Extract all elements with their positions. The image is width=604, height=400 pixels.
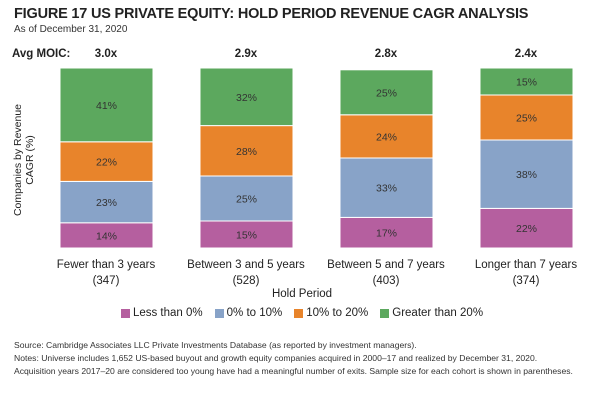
bar-segment bbox=[199, 220, 294, 249]
chart-subtitle: As of December 31, 2020 bbox=[14, 24, 128, 35]
source-note: Source: Cambridge Associates LLC Private… bbox=[14, 340, 417, 350]
bar-segment bbox=[479, 94, 574, 141]
bar-segment bbox=[59, 67, 154, 143]
data-label: 14% bbox=[96, 230, 117, 242]
x-tick-label: Fewer than 3 years (347) bbox=[56, 259, 156, 287]
data-label: 22% bbox=[516, 223, 537, 235]
x-tick-label: Between 5 and 7 years (403) bbox=[327, 259, 445, 287]
bar-segment bbox=[339, 216, 434, 249]
legend-item: Greater than 20% bbox=[380, 307, 483, 319]
data-label: 38% bbox=[516, 169, 537, 181]
legend-item: 0% to 10% bbox=[214, 307, 282, 319]
data-label: 23% bbox=[96, 197, 117, 209]
bar-segment bbox=[199, 67, 294, 127]
moic-value: 2.9x bbox=[234, 48, 258, 60]
legend-swatch bbox=[380, 308, 390, 318]
moic-label: Avg MOIC: bbox=[12, 48, 71, 60]
plot-area: 14% 23% 22% 41% 15% 25% 28% 32% 17% 33% 24% 25% 22% 3… bbox=[59, 67, 574, 249]
notes-text: Notes: Universe includes 1,652 US-based … bbox=[14, 353, 573, 376]
bar-segment bbox=[59, 180, 154, 224]
data-label: 41% bbox=[96, 100, 117, 112]
bar-segment bbox=[199, 175, 294, 222]
data-label: 32% bbox=[236, 92, 257, 104]
data-label: 17% bbox=[376, 228, 397, 240]
data-label: 28% bbox=[236, 146, 257, 158]
data-label: 25% bbox=[516, 113, 537, 125]
x-axis-label: Hold Period bbox=[271, 288, 333, 300]
data-label: 33% bbox=[376, 183, 397, 195]
bar-segment bbox=[339, 69, 434, 116]
legend-swatch bbox=[294, 308, 304, 318]
data-label: 22% bbox=[96, 157, 117, 169]
data-label: 15% bbox=[236, 230, 257, 242]
moic-value: 3.0x bbox=[94, 48, 118, 60]
data-label: 15% bbox=[516, 77, 537, 89]
legend-swatch bbox=[214, 308, 224, 318]
legend-item: 10% to 20% bbox=[294, 307, 368, 319]
data-label: 25% bbox=[376, 87, 397, 99]
legend: Less than 0% 0% to 10% 10% to 20% Greate… bbox=[0, 307, 604, 319]
x-tick-label: Between 3 and 5 years (528) bbox=[187, 259, 305, 287]
chart-title: FIGURE 17 US PRIVATE EQUITY: HOLD PERIOD… bbox=[14, 6, 529, 22]
bar-segment bbox=[479, 207, 574, 249]
legend-item: Less than 0% bbox=[120, 307, 203, 319]
bar-segment bbox=[339, 157, 434, 218]
bar-segment bbox=[479, 67, 574, 96]
bar-segment bbox=[479, 139, 574, 209]
moic-value: 2.4x bbox=[514, 48, 538, 60]
bar-segment bbox=[199, 125, 294, 177]
legend-swatch bbox=[120, 308, 130, 318]
data-label: 24% bbox=[376, 131, 397, 143]
bar-segment bbox=[339, 114, 434, 159]
data-label: 25% bbox=[236, 194, 257, 206]
x-tick-label: Longer than 7 years (374) bbox=[474, 259, 578, 287]
moic-value: 2.8x bbox=[374, 48, 398, 60]
bar-segment bbox=[59, 222, 154, 249]
